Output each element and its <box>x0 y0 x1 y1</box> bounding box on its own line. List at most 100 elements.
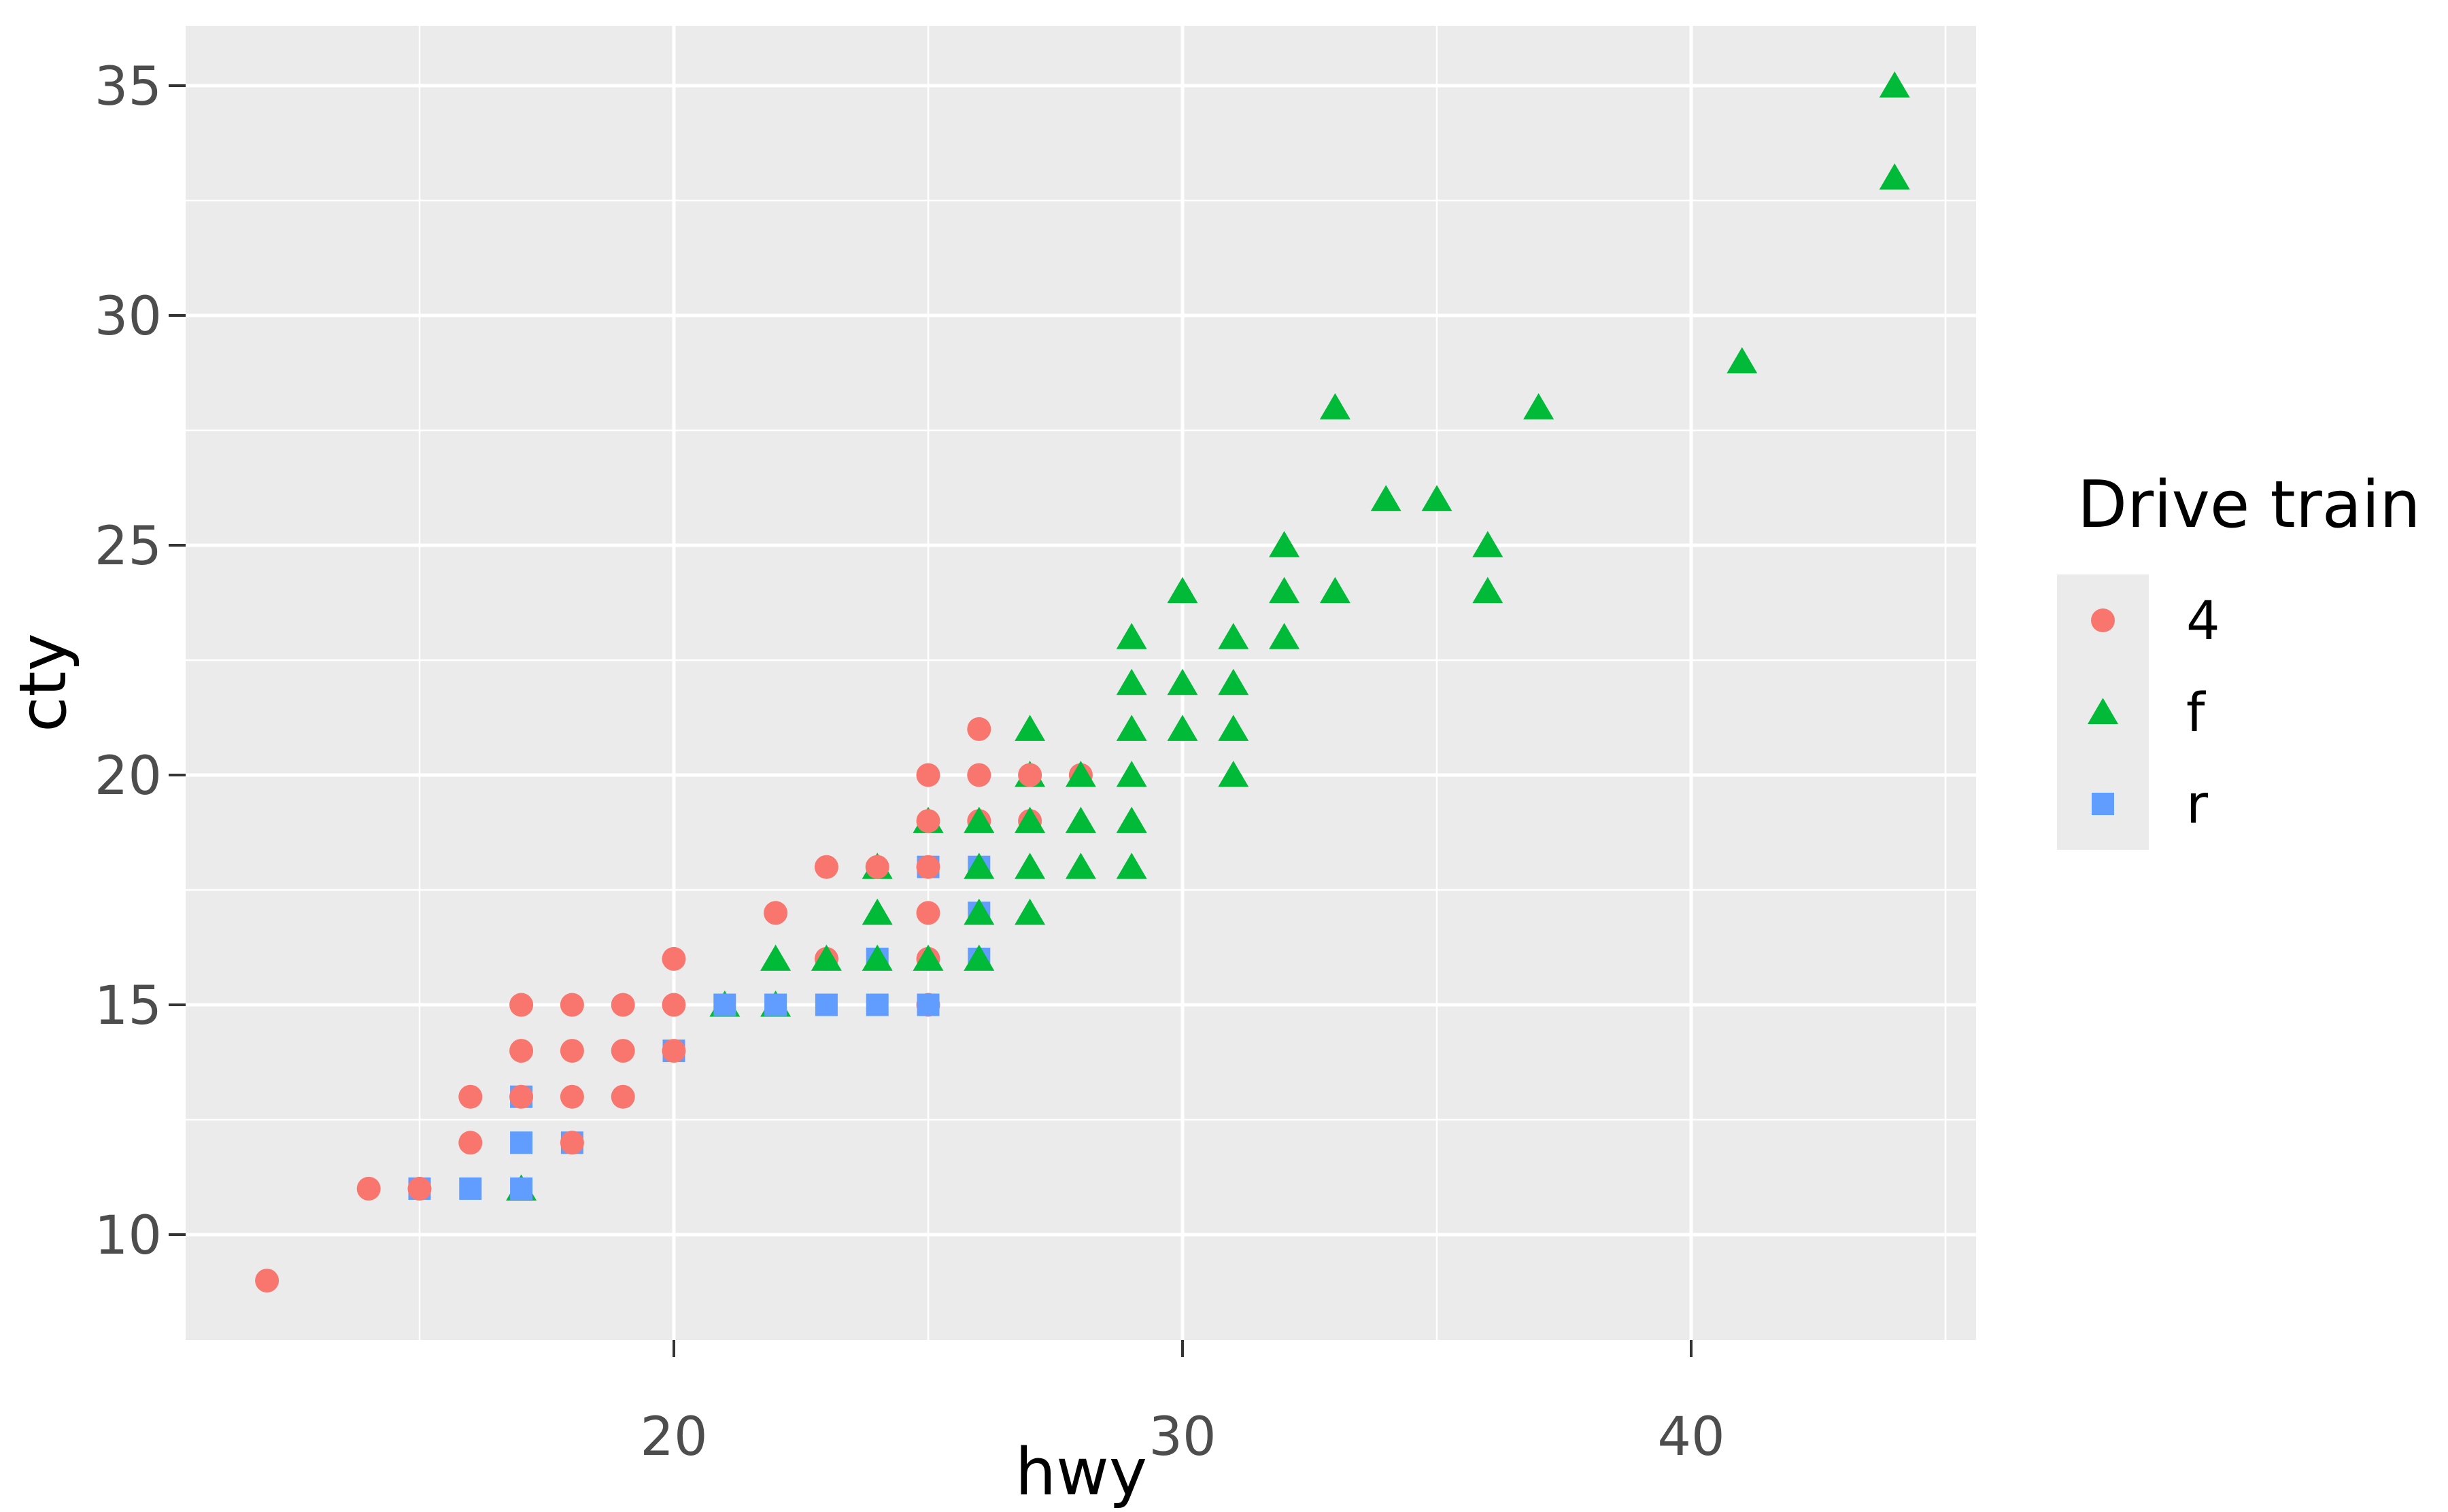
data-point-f <box>1879 163 1910 190</box>
data-point-f <box>1269 577 1300 604</box>
data-point-f <box>1218 761 1249 787</box>
legend-label-r: r <box>2186 774 2209 836</box>
data-point-4 <box>255 1269 279 1293</box>
data-point-f <box>1319 577 1350 604</box>
data-point-4 <box>509 993 534 1017</box>
y-tick-label-20: 20 <box>95 746 162 807</box>
data-point-r <box>510 1131 533 1154</box>
gridlines-major <box>186 26 1976 1340</box>
data-point-f <box>1218 668 1249 695</box>
data-points-layer <box>255 71 1910 1293</box>
data-point-4 <box>865 855 889 879</box>
data-point-f <box>1727 347 1758 374</box>
data-point-f <box>1319 393 1350 419</box>
data-point-f <box>1116 853 1147 879</box>
data-point-f <box>1167 668 1198 695</box>
legend-key-circle-icon <box>2091 608 2115 632</box>
y-tick-label-10: 10 <box>95 1205 162 1267</box>
data-point-f <box>1116 761 1147 787</box>
data-point-f <box>913 944 944 971</box>
data-point-f <box>1472 577 1503 604</box>
legend-key-square-icon <box>2092 793 2114 815</box>
data-point-f <box>862 898 893 925</box>
data-point-f <box>1218 715 1249 741</box>
data-point-4 <box>662 993 686 1017</box>
data-point-4 <box>509 1039 534 1063</box>
data-point-f <box>1879 71 1910 98</box>
data-point-4 <box>967 717 991 741</box>
x-axis-title: hwy <box>1015 1435 1147 1510</box>
data-point-4 <box>916 809 940 834</box>
data-point-4 <box>662 1039 686 1063</box>
data-point-f <box>1269 531 1300 557</box>
data-point-r <box>713 993 736 1016</box>
y-tick-label-15: 15 <box>95 976 162 1037</box>
data-point-f <box>1116 806 1147 834</box>
legend-key-triangle-icon <box>2088 698 2118 724</box>
data-point-4 <box>916 763 940 787</box>
data-point-4 <box>916 855 940 879</box>
data-point-f <box>1015 806 1046 834</box>
x-tick-label-30: 30 <box>1149 1407 1216 1468</box>
data-point-4 <box>967 763 991 787</box>
data-point-f <box>1116 623 1147 649</box>
data-point-f <box>1065 806 1096 834</box>
data-point-r <box>866 993 889 1016</box>
data-point-4 <box>560 1084 584 1109</box>
data-point-r <box>764 993 787 1016</box>
data-point-f <box>1065 853 1096 879</box>
data-point-f <box>1523 393 1554 419</box>
data-point-f <box>1015 898 1046 925</box>
y-tick-label-35: 35 <box>95 56 162 118</box>
data-point-f <box>1065 761 1096 787</box>
data-point-4 <box>611 1039 635 1063</box>
data-point-4 <box>764 901 788 925</box>
data-point-4 <box>458 1084 483 1109</box>
data-point-4 <box>407 1176 432 1201</box>
data-point-f <box>1472 531 1503 557</box>
data-point-r <box>917 993 940 1016</box>
legend-title: Drive train <box>2077 468 2421 543</box>
data-point-4 <box>662 946 686 971</box>
data-point-f <box>1218 623 1249 649</box>
data-point-f <box>1015 715 1046 741</box>
y-tick-label-25: 25 <box>95 516 162 577</box>
data-point-f <box>964 898 995 925</box>
data-point-f <box>760 944 792 971</box>
data-point-f <box>1269 623 1300 649</box>
data-point-f <box>1167 577 1198 604</box>
data-point-4 <box>1018 763 1042 787</box>
plot-panel <box>186 26 1976 1340</box>
data-point-f <box>1116 668 1147 695</box>
legend-key-glyphs <box>2088 608 2118 815</box>
data-point-4 <box>611 993 635 1017</box>
data-point-f <box>964 806 995 834</box>
data-point-f <box>1015 853 1046 879</box>
y-axis-title: cty <box>6 633 81 732</box>
data-point-f <box>1421 485 1452 511</box>
x-tick-label-40: 40 <box>1657 1407 1724 1468</box>
axis-tick-marks <box>169 84 1693 1357</box>
x-tick-label-20: 20 <box>640 1407 707 1468</box>
data-point-f <box>1370 485 1401 511</box>
data-point-4 <box>509 1084 534 1109</box>
data-point-4 <box>560 1039 584 1063</box>
legend-label-f: f <box>2186 683 2206 744</box>
data-point-r <box>459 1177 482 1200</box>
y-tick-label-30: 30 <box>95 286 162 347</box>
data-point-f <box>964 944 995 971</box>
data-point-f <box>1116 715 1147 741</box>
data-point-f <box>862 944 893 971</box>
legend-label-4: 4 <box>2186 591 2220 652</box>
data-point-4 <box>560 993 584 1017</box>
data-point-4 <box>356 1176 381 1201</box>
data-point-r <box>815 993 838 1016</box>
data-point-4 <box>458 1131 483 1155</box>
data-point-f <box>964 853 995 879</box>
data-point-4 <box>560 1131 584 1155</box>
legend: Drive train 4 f r <box>2057 468 2421 850</box>
data-point-4 <box>814 855 838 879</box>
gridlines-minor <box>186 26 1976 1340</box>
